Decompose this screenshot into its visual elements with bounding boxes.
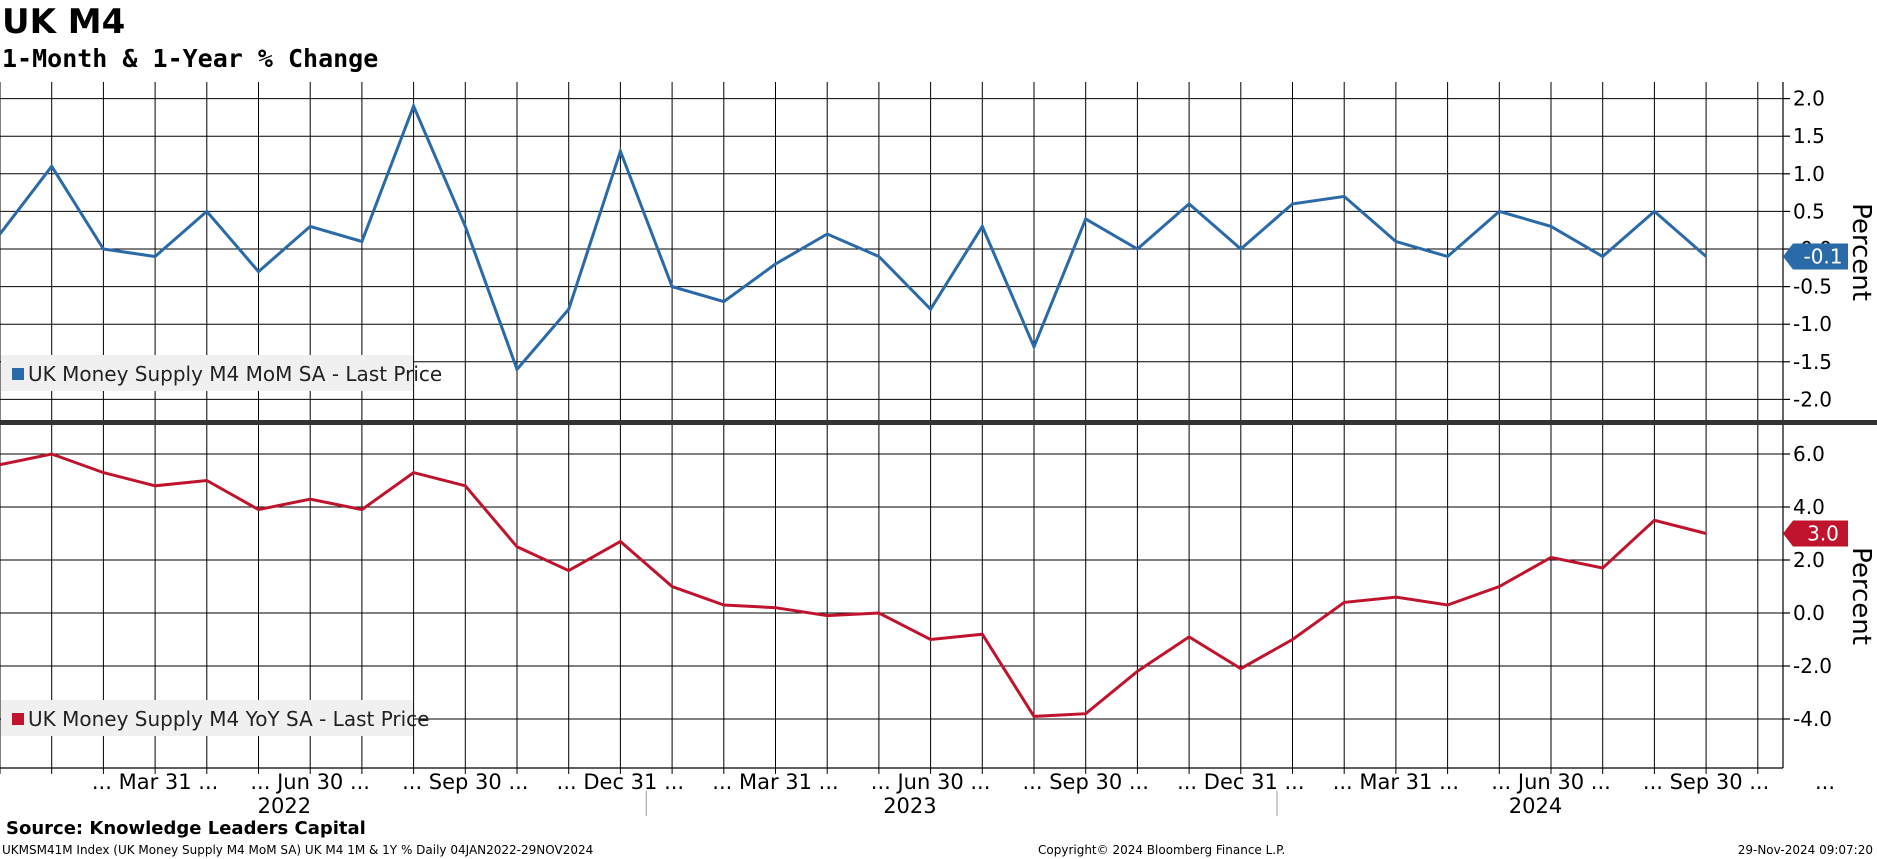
x-tick-label: ... Sep 30 ... — [1023, 770, 1149, 794]
source-note: Source: Knowledge Leaders Capital — [6, 818, 366, 839]
footer-timestamp: 29-Nov-2024 09:07:20 — [1737, 843, 1873, 857]
y-tick-label: -1.0 — [1793, 312, 1832, 336]
x-tick-label: ... Jun 30 ... — [871, 770, 991, 794]
x-tick-label: ... Jun 30 ... — [1491, 770, 1611, 794]
year-label: 2023 — [883, 794, 936, 818]
y-tick-label: -2.0 — [1793, 387, 1832, 411]
y-tick-label: 1.5 — [1793, 124, 1825, 148]
x-tick-label: ... Sep 30 ... — [402, 770, 528, 794]
y-axis-label: Percent — [1846, 203, 1876, 301]
mom-series-line — [0, 102, 1708, 373]
y-tick-label: -4.0 — [1793, 707, 1832, 731]
y-tick-label: 6.0 — [1793, 442, 1825, 466]
y-tick-label: 2.0 — [1793, 548, 1825, 572]
legend-label: UK Money Supply M4 MoM SA - Last Price — [28, 362, 442, 386]
y-tick-label: 1.0 — [1793, 162, 1825, 186]
footer-copyright: Copyright© 2024 Bloomberg Finance L.P. — [1038, 843, 1286, 857]
y-tick-label: 0.0 — [1793, 601, 1825, 625]
x-tick-label: ... Jun 30 ... — [250, 770, 370, 794]
yoy-series-line — [0, 452, 1707, 718]
x-tick-label: ... Dec 31 ... — [1177, 770, 1304, 794]
last-value-tag — [1783, 520, 1848, 547]
legend-swatch — [12, 713, 24, 725]
year-label: 2022 — [258, 794, 311, 818]
x-tick-label: ... Mar 31 ... — [712, 770, 838, 794]
legend-swatch — [12, 368, 24, 380]
y-tick-label: 0.5 — [1793, 199, 1825, 223]
mom-panel: 2.01.51.00.5-0.0-0.5-1.0-1.5-2.0-0.1UK M… — [0, 82, 1876, 422]
panel-divider — [0, 420, 1877, 425]
x-tick-label: ... Mar 31 ... — [1333, 770, 1459, 794]
y-tick-label: 4.0 — [1793, 495, 1825, 519]
y-axis-label: Percent — [1846, 547, 1876, 645]
legend-box — [1, 700, 413, 736]
footer-index-info: UKMSM41M Index (UK Money Supply M4 MoM S… — [2, 843, 594, 857]
yoy-panel: 6.0 4.0 2.0 0.0 -2.0 -4.0 3.0 UK Money Supply M… — [0, 424, 1876, 768]
y-tick-label: 2.0 — [1793, 87, 1825, 111]
x-tick-label: ... Dec 31 ... — [557, 770, 684, 794]
last-value-tag — [1783, 243, 1848, 270]
y-tick-label: -2.0 — [1793, 654, 1832, 678]
chart-title: UK M4 — [2, 2, 126, 42]
legend-label: UK Money Supply M4 YoY SA - Last Price — [28, 707, 429, 731]
y-tick-label: -0.5 — [1793, 275, 1832, 299]
year-label: 2024 — [1509, 794, 1562, 818]
y-tick-label: -1.5 — [1793, 350, 1832, 374]
x-tick-label: ... Sep 30 ... — [1643, 770, 1769, 794]
last-value-label: 3.0 — [1807, 522, 1839, 546]
chart-subtitle: 1-Month & 1-Year % Change — [2, 44, 379, 73]
legend-box — [1, 355, 413, 391]
x-tick-label: ... — [1815, 770, 1835, 794]
last-value-label: -0.1 — [1803, 245, 1842, 269]
x-tick-label: ... Mar 31 ... — [92, 770, 218, 794]
